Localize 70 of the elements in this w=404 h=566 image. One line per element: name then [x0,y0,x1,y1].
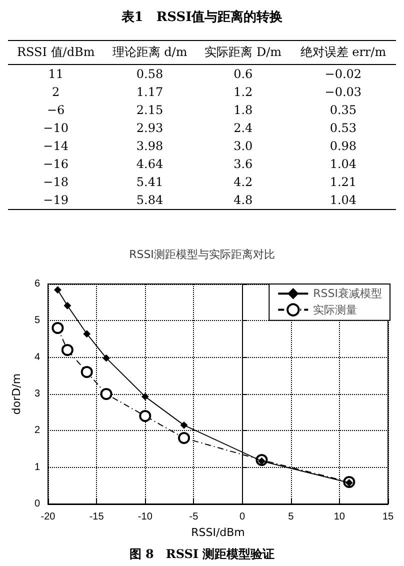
point [180,422,188,429]
x-tick-label: 15 [382,512,394,522]
text: 4.8 [232,192,254,209]
text: 5.84 [135,192,164,209]
text: 2 [51,84,61,101]
legend-label: 实际测量 [313,303,358,316]
text: −19 [42,192,70,209]
text: 1.2 [232,84,254,101]
caption: 图 8 RSSI 测距模型验证 [129,547,275,561]
text: 11 [47,66,64,83]
text: 2.4 [232,120,254,137]
x-tick-label: -15 [89,512,104,522]
x-tick-label: 10 [334,512,346,522]
point [54,286,62,294]
point [64,302,71,310]
text: −16 [42,156,70,173]
text: 2.93 [135,120,164,137]
text: 实际距离 D/m [196,40,290,64]
point [61,344,74,356]
point [80,366,93,378]
point [52,322,64,334]
x-tick-label: 0 [240,512,246,522]
y-tick-label: 2 [34,425,40,436]
text: 绝对误差 err/m [290,40,396,64]
text: 1.04 [328,156,358,173]
point [142,393,149,400]
x-tick-label: -20 [40,512,56,522]
text: 5.41 [135,174,164,191]
y-tick-label: 0 [34,498,40,510]
y-tick-label: 3 [34,388,40,400]
x-tick-label: 5 [288,512,294,522]
y-tick-label: 1 [34,462,40,473]
text: 1.04 [328,192,358,209]
y-tick-label: 6 [34,278,40,290]
text: 2.15 [135,102,164,119]
x-axis-title: RSSI/dBm [191,526,245,539]
y-tick-label: 5 [34,315,40,326]
text: 1.21 [328,174,358,191]
text: 3.0 [232,138,254,155]
text: 4.64 [135,156,164,173]
text: 理论距离 d/m [104,40,196,64]
text: 0.35 [328,102,358,119]
legend-label: RSSI衰减模型 [313,287,382,300]
text: 4.2 [232,174,254,191]
text: 1.8 [232,102,254,119]
text: 3.98 [135,138,164,155]
text: RSSI 值/dBm [8,40,104,64]
x-tick-label: -5 [189,512,199,522]
chart-title: RSSI测距模型与实际距离对比 [129,248,275,261]
text: 3.6 [232,156,254,173]
point [139,410,152,422]
y-axis-title: dorD/m [10,373,23,415]
point [83,330,90,338]
text: −0.02 [324,66,363,83]
point [102,354,110,362]
text: −0.03 [324,84,363,101]
x-tick-label: -10 [138,512,153,522]
text: 0.58 [135,66,164,83]
text: 0.6 [232,66,254,83]
point [100,388,112,400]
text: −10 [42,120,70,137]
text: 0.53 [328,120,358,137]
text: 1.17 [135,84,164,101]
y-tick-label: 4 [34,352,40,363]
point [178,432,190,444]
text: 表1 RSSI值与距离的转换 [120,8,284,26]
text: 0.98 [328,138,358,155]
text: −14 [42,138,70,155]
text: −6 [46,102,66,119]
text: −18 [42,174,70,191]
